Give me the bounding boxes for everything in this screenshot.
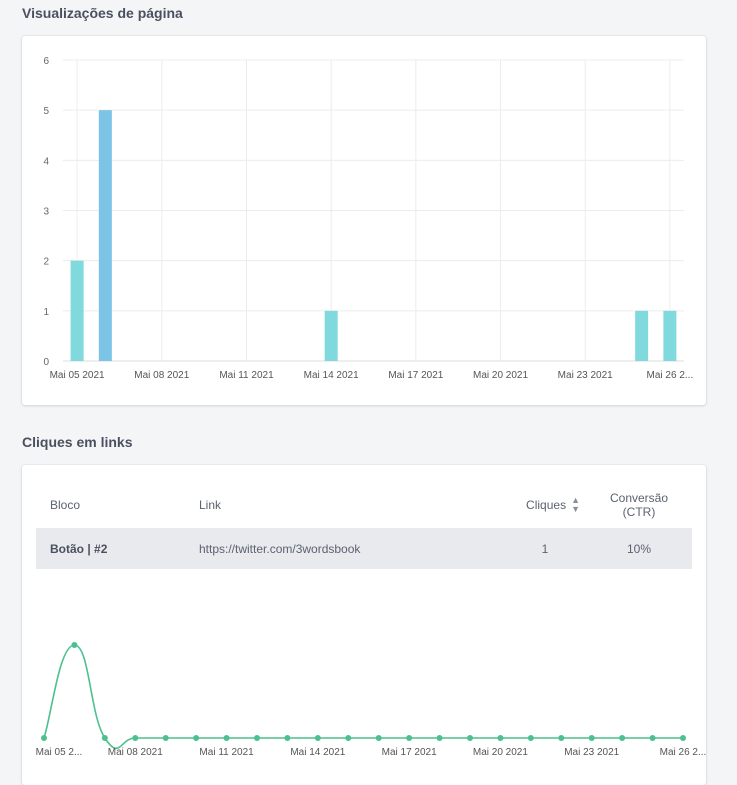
data-point — [71, 642, 78, 648]
series-line — [43, 644, 683, 750]
x-tick-label: Mai 26 2... — [660, 747, 706, 758]
data-point — [193, 735, 200, 741]
header-clicks-sort[interactable]: Cliques ▲ ▼ — [510, 483, 580, 527]
header-block: Bloco — [50, 498, 81, 512]
page-views-title: Visualizações de página — [22, 5, 183, 21]
data-point — [527, 735, 534, 741]
x-tick-label: Mai 20 2021 — [473, 747, 528, 758]
y-tick-label: 0 — [43, 357, 49, 368]
x-tick-label: Mai 26 2... — [647, 370, 694, 381]
x-tick-label: Mai 14 2021 — [290, 747, 345, 758]
bar — [635, 310, 649, 361]
link-clicks-chart: Mai 05 2... Mai 08 2021 Mai 11 2021 Mai 14 … — [36, 642, 706, 758]
data-point — [406, 735, 413, 741]
x-tick-label: Mai 20 2021 — [473, 370, 528, 381]
bar — [324, 310, 338, 361]
table-row[interactable]: Botão | #2 https://twitter.com/3wordsboo… — [36, 528, 692, 569]
bar — [663, 310, 677, 361]
header-conversion-ctr: (CTR) — [622, 505, 656, 519]
row-block: Botão | #2 — [50, 541, 108, 556]
x-tick-label: Mai 05 2021 — [50, 370, 105, 381]
x-tick-label: Mai 17 2021 — [382, 747, 437, 758]
data-point — [284, 735, 291, 741]
data-point — [558, 735, 565, 741]
link-clicks-title: Cliques em links — [22, 434, 133, 450]
y-tick-label: 5 — [43, 106, 49, 117]
data-point — [497, 735, 504, 741]
data-point — [162, 735, 169, 741]
x-tick-label: Mai 23 2021 — [558, 370, 613, 381]
x-tick-label: Mai 11 2021 — [199, 747, 254, 758]
header-clicks: Cliques — [526, 498, 567, 512]
x-tick-label: Mai 05 2... — [36, 747, 83, 758]
x-tick-label: Mai 23 2021 — [564, 747, 619, 758]
link-clicks-card: Bloco Link Cliques ▲ ▼ Conversão (CTR) Bo… — [22, 465, 706, 785]
y-tick-label: 1 — [43, 307, 49, 318]
data-point — [41, 735, 47, 741]
data-point — [649, 735, 656, 741]
data-point — [254, 735, 260, 741]
row-conversion: 10% — [626, 541, 652, 556]
page-views-chart: 0 1 2 3 4 5 6 Mai 05 2021 Mai 08 2021 Mai 11 2021… — [43, 56, 694, 381]
page-views-card: 0 1 2 3 4 5 6 Mai 05 2021 Mai 08 2021 Mai 11 2021… — [22, 36, 706, 405]
x-tick-label: Mai 17 2021 — [388, 370, 443, 381]
data-point — [314, 735, 321, 741]
y-tick-label: 3 — [43, 207, 49, 218]
y-tick-label: 6 — [43, 56, 49, 67]
row-clicks: 1 — [541, 541, 549, 556]
data-point — [467, 735, 473, 741]
sort-icon: ▲ ▼ — [571, 495, 580, 514]
data-point — [223, 735, 230, 741]
header-conversion-label: Conversão — [609, 491, 669, 505]
clicks-table-header: Bloco Link Cliques ▲ ▼ Conversão (CTR) — [36, 483, 692, 527]
bar — [70, 260, 84, 361]
x-tick-label: Mai 08 2021 — [108, 747, 163, 758]
y-tick-label: 2 — [43, 257, 49, 268]
data-point — [588, 735, 595, 741]
x-tick-label: Mai 11 2021 — [219, 370, 274, 381]
header-conversion: Conversão (CTR) — [592, 483, 686, 527]
x-tick-label: Mai 08 2021 — [134, 370, 189, 381]
data-point — [345, 735, 352, 741]
header-link: Link — [199, 498, 222, 512]
data-point — [619, 735, 626, 741]
row-link[interactable]: https://twitter.com/3wordsbook — [199, 541, 361, 556]
data-point — [375, 735, 382, 741]
x-tick-label: Mai 14 2021 — [304, 370, 359, 381]
y-tick-label: 4 — [43, 156, 49, 167]
data-point — [101, 735, 108, 741]
data-point — [132, 735, 139, 741]
data-point — [680, 735, 686, 741]
bar — [98, 110, 112, 362]
data-point — [436, 735, 443, 741]
